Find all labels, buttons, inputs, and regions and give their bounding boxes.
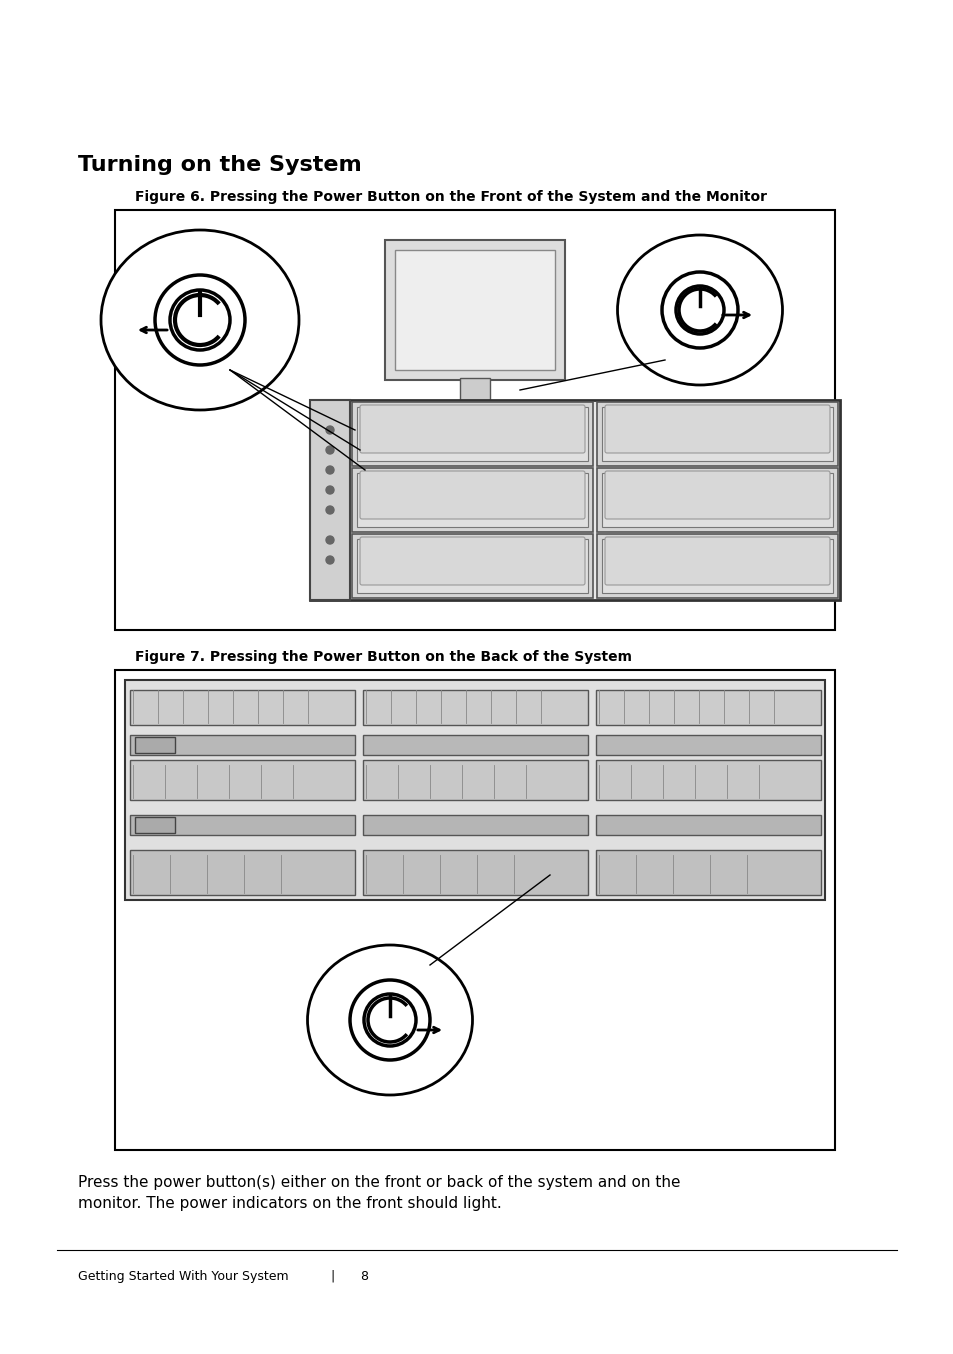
Bar [596, 815, 821, 835]
Text: Getting Started With Your System: Getting Started With Your System [78, 1270, 289, 1284]
Bar [596, 735, 821, 756]
Ellipse shape [617, 236, 781, 385]
Circle shape [676, 286, 723, 334]
Bar [601, 539, 832, 593]
Bar [363, 815, 587, 835]
Bar [310, 399, 350, 600]
Circle shape [661, 272, 738, 348]
FancyBboxPatch shape [604, 471, 829, 519]
Text: 8: 8 [359, 1270, 368, 1284]
Circle shape [326, 486, 334, 494]
Circle shape [350, 980, 430, 1060]
Bar [352, 402, 593, 466]
Bar [601, 408, 832, 460]
Bar [439, 412, 510, 422]
Bar [459, 378, 490, 399]
Circle shape [326, 427, 334, 435]
Bar [352, 533, 593, 598]
Text: Figure 6. Pressing the Power Button on the Front of the System and the Monitor: Figure 6. Pressing the Power Button on t… [135, 190, 766, 204]
Bar [310, 399, 840, 600]
Bar [385, 240, 564, 380]
Bar [363, 760, 587, 800]
Bar [125, 680, 824, 900]
FancyBboxPatch shape [359, 471, 584, 519]
Bar [352, 468, 593, 532]
Text: Press the power button(s) either on the front or back of the system and on the
m: Press the power button(s) either on the … [78, 1175, 679, 1210]
Bar [130, 735, 355, 756]
Bar [356, 539, 587, 593]
Bar [115, 210, 834, 630]
Circle shape [170, 290, 230, 349]
Bar [596, 760, 821, 800]
Bar [130, 850, 355, 895]
Text: Turning on the System: Turning on the System [78, 154, 361, 175]
Circle shape [326, 506, 334, 515]
Bar [597, 533, 837, 598]
Circle shape [364, 994, 416, 1047]
Bar [601, 473, 832, 527]
Circle shape [326, 466, 334, 474]
Bar [356, 408, 587, 460]
Text: Figure 7. Pressing the Power Button on the Back of the System: Figure 7. Pressing the Power Button on t… [135, 650, 631, 663]
Bar [363, 735, 587, 756]
Bar [130, 760, 355, 800]
Bar [130, 815, 355, 835]
Bar [356, 473, 587, 527]
FancyBboxPatch shape [604, 405, 829, 454]
Bar [363, 850, 587, 895]
Bar [135, 816, 174, 833]
Bar [115, 670, 834, 1150]
Circle shape [154, 275, 245, 366]
Ellipse shape [101, 230, 298, 410]
Bar [596, 850, 821, 895]
FancyBboxPatch shape [604, 538, 829, 585]
Ellipse shape [307, 945, 472, 1095]
Bar [395, 250, 555, 370]
Bar [363, 691, 587, 724]
FancyBboxPatch shape [359, 538, 584, 585]
Bar [130, 691, 355, 724]
Bar [135, 737, 174, 753]
FancyBboxPatch shape [359, 405, 584, 454]
Bar [597, 402, 837, 466]
Text: |: | [330, 1270, 334, 1284]
Circle shape [326, 556, 334, 565]
Circle shape [326, 445, 334, 454]
Circle shape [326, 536, 334, 544]
Bar [596, 691, 821, 724]
Bar [597, 468, 837, 532]
